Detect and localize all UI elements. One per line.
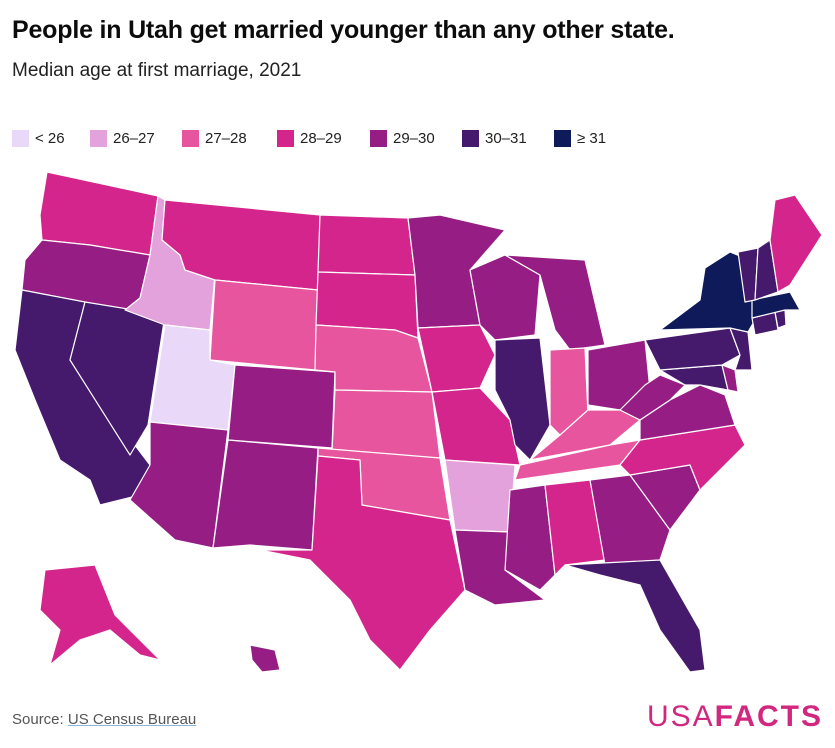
legend-label: 28–29 — [300, 129, 342, 147]
usafacts-logo: USAFACTS — [647, 700, 823, 734]
legend-swatch — [12, 129, 29, 147]
legend-label: 26–27 — [113, 129, 155, 147]
legend-swatch — [370, 129, 387, 147]
state-alaska — [39, 564, 161, 666]
logo-part-usa: USA — [646, 700, 715, 733]
state-iowa — [417, 324, 496, 393]
state-mississippi — [504, 484, 556, 591]
state-hawaii — [249, 644, 281, 673]
legend-label: < 26 — [35, 129, 65, 147]
source-link[interactable]: US Census Bureau — [67, 711, 197, 728]
logo-part-facts: FACTS — [714, 700, 823, 733]
legend-label: 29–30 — [393, 129, 435, 147]
state-arizona — [129, 421, 229, 549]
legend-item-gte31: ≥ 31 — [554, 128, 606, 148]
state-north-dakota — [317, 214, 416, 276]
legend-label: 30–31 — [485, 129, 527, 147]
chart-title: People in Utah get married younger than … — [12, 16, 675, 44]
legend-swatch — [277, 129, 294, 147]
legend-swatch — [90, 129, 107, 147]
state-florida — [564, 559, 706, 673]
state-wyoming — [209, 279, 319, 371]
legend-item-27-28: 27–28 — [182, 128, 247, 148]
state-illinois — [494, 337, 551, 461]
legend-swatch — [554, 129, 571, 147]
state-kansas — [331, 389, 441, 459]
state-georgia — [589, 474, 671, 566]
state-delaware — [721, 364, 739, 393]
legend-label: ≥ 31 — [577, 129, 607, 147]
states-layer — [14, 171, 823, 673]
source-note: Source: US Census Bureau — [12, 711, 196, 728]
state-massachusetts — [751, 291, 801, 319]
legend-item-28-29: 28–29 — [277, 128, 342, 148]
legend-swatch — [462, 129, 479, 147]
state-texas — [259, 455, 466, 671]
state-maine — [769, 194, 823, 293]
chart-subtitle: Median age at first marriage, 2021 — [12, 60, 302, 81]
source-prefix: Source: — [12, 711, 68, 728]
legend-item-lt26: < 26 — [12, 128, 65, 148]
legend-label: 27–28 — [205, 129, 247, 147]
state-new-mexico — [212, 439, 319, 551]
state-colorado — [227, 364, 336, 449]
state-alabama — [544, 479, 606, 576]
us-states-map — [14, 171, 823, 673]
legend-item-29-30: 29–30 — [370, 128, 435, 148]
state-pennsylvania — [644, 327, 741, 371]
legend-swatch — [182, 129, 199, 147]
legend-item-30-31: 30–31 — [462, 128, 527, 148]
legend-item-26-27: 26–27 — [90, 128, 155, 148]
state-arkansas — [444, 459, 516, 533]
